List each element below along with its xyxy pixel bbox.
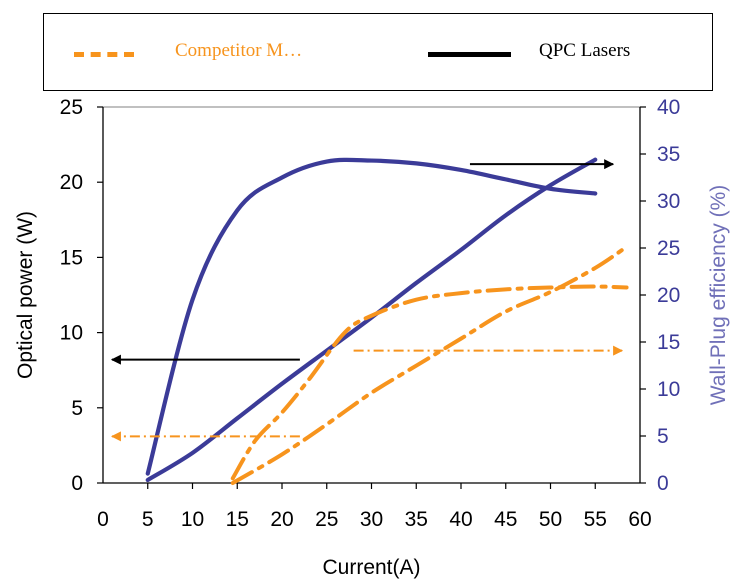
x-tick-label: 10 [181, 508, 204, 531]
y-right-tick-label: 30 [657, 190, 680, 213]
data-point [281, 411, 283, 413]
series-line-competitor-right [230, 284, 629, 481]
data-point [505, 310, 507, 312]
data-point [191, 299, 193, 301]
data-point [308, 378, 310, 380]
y-left-tick-label: 15 [60, 246, 83, 269]
data-point [326, 160, 328, 162]
labels: 0 5 10 15 20 25 30 35 40 45 50 55 60 0 5 10 15 20 25 0 5 10 15… [14, 96, 730, 579]
data-point [370, 159, 372, 161]
x-tick-label: 25 [315, 508, 338, 531]
annotations [110, 159, 624, 442]
data-point [460, 169, 462, 171]
data-point [505, 288, 507, 290]
data-point [594, 192, 596, 194]
y-right-tick-label: 35 [657, 143, 680, 166]
data-point [460, 249, 462, 251]
x-tick-label: 20 [270, 508, 293, 531]
data-point [549, 291, 551, 293]
y-right-tick-label: 10 [657, 378, 680, 401]
x-tick-label: 35 [405, 508, 428, 531]
series [145, 157, 629, 485]
data-point [460, 337, 462, 339]
legend-swatch-qpc [428, 52, 511, 57]
y-left-tick-label: 0 [71, 472, 83, 495]
data-point [326, 423, 328, 425]
data-point [370, 392, 372, 394]
x-tick-label: 40 [449, 508, 472, 531]
y-right-tick-label: 15 [657, 331, 680, 354]
data-point [625, 286, 627, 288]
x-tick-label: 50 [539, 508, 562, 531]
x-tick-label: 30 [360, 508, 383, 531]
y-right-tick-label: 25 [657, 237, 680, 260]
data-point [281, 176, 283, 178]
data-point [594, 285, 596, 287]
data-point [594, 267, 596, 269]
data-point [549, 188, 551, 190]
data-point [281, 383, 283, 385]
data-point [625, 246, 627, 248]
data-point [147, 479, 149, 481]
legend-swatch-competitor [74, 52, 134, 57]
y-right-tick-label: 40 [657, 96, 680, 119]
legend: Competitor M… QPC Lasers [43, 13, 713, 91]
data-point [236, 209, 238, 211]
y-left-tick-label: 10 [60, 322, 83, 345]
data-point [254, 440, 256, 442]
y-right-axis-title: Wall-Plug efficiency (%) [707, 185, 730, 406]
data-point [594, 158, 596, 160]
series-line-qpc-left [145, 157, 598, 483]
data-point [236, 417, 238, 419]
data-point [415, 162, 417, 164]
data-point [281, 453, 283, 455]
data-point [505, 178, 507, 180]
data-point [549, 184, 551, 186]
y-right-tick-label: 20 [657, 284, 680, 307]
data-point [370, 314, 372, 316]
axes [97, 106, 646, 489]
data-point [415, 299, 417, 301]
y-left-tick-label: 25 [60, 96, 83, 119]
data-point [232, 477, 234, 479]
data-point [505, 214, 507, 216]
data-point [460, 292, 462, 294]
x-tick-label: 55 [584, 508, 607, 531]
y-left-tick-label: 20 [60, 171, 83, 194]
y-left-tick-label: 5 [71, 397, 83, 420]
y-right-tick-label: 5 [657, 425, 669, 448]
data-point [415, 282, 417, 284]
x-tick-label: 15 [226, 508, 249, 531]
x-tick-label: 0 [97, 508, 109, 531]
y-right-tick-label: 0 [657, 472, 669, 495]
data-point [343, 331, 345, 333]
data-point [147, 472, 149, 474]
legend-label-qpc: QPC Lasers [539, 40, 631, 61]
series-line-competitor-left [230, 244, 629, 485]
legend-label-competitor: Competitor M… [175, 40, 303, 61]
data-point [549, 286, 551, 288]
y-left-axis-title: Optical power (W) [14, 211, 37, 379]
x-axis-title: Current(A) [322, 556, 420, 579]
x-tick-label: 60 [628, 508, 651, 531]
series-line-qpc-right [145, 157, 598, 476]
x-tick-label: 5 [142, 508, 154, 531]
data-point [191, 452, 193, 454]
x-tick-label: 45 [494, 508, 517, 531]
data-point [415, 364, 417, 366]
data-point [232, 482, 234, 484]
